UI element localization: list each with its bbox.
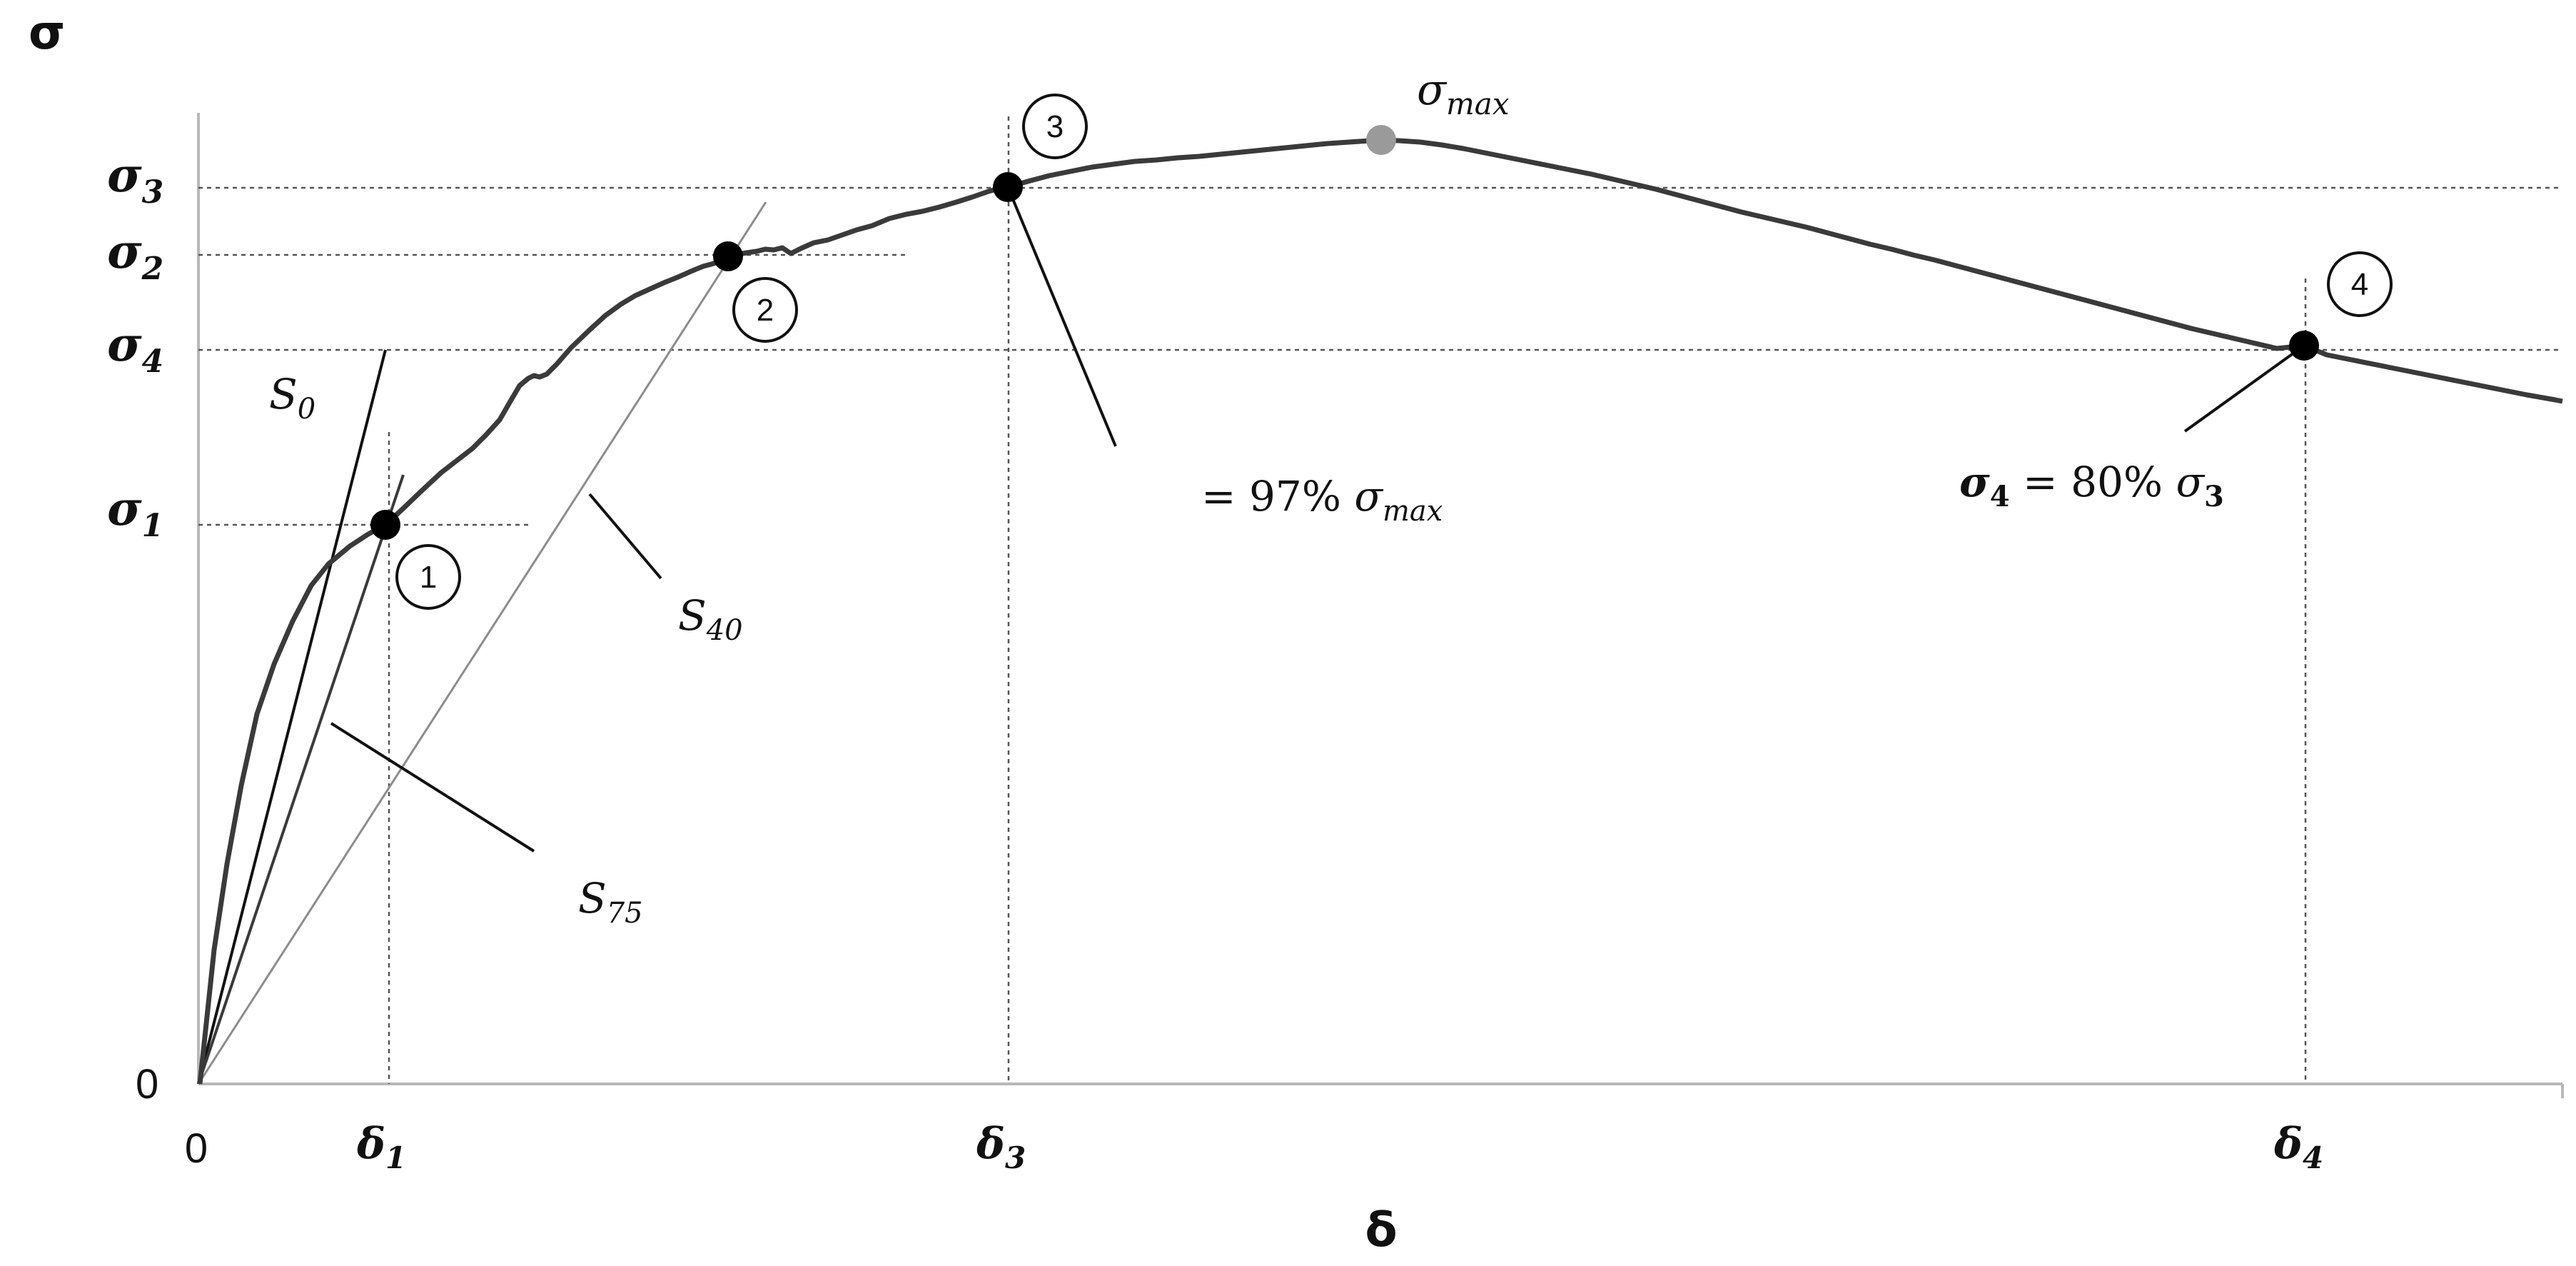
stress-deformation-curve (197, 137, 2563, 1085)
point-1-label: 1 (420, 560, 437, 595)
s75-leader (330, 722, 535, 853)
sigma4-label: σ4 (107, 316, 163, 380)
s0-label: S0 (269, 370, 315, 426)
origin-x-label: 0 (185, 1125, 208, 1172)
delta3-label: δ3 (976, 1119, 1026, 1175)
p3-leader (1006, 186, 1117, 447)
p4-leader (2183, 344, 2305, 433)
sigma3-label: σ3 (107, 147, 163, 211)
point-4-label: 4 (2351, 267, 2368, 302)
delta1-label: δ1 (356, 1119, 406, 1175)
point-2-marker (713, 241, 743, 271)
point-number-badges: 1 2 3 4 (395, 94, 2393, 610)
s40-label: S40 (678, 591, 743, 647)
point-3-badge: 3 (1022, 94, 1088, 159)
s75-secant-line (197, 474, 405, 1085)
s40-secant-line (197, 201, 767, 1085)
s40-leader (588, 493, 662, 580)
sigma1-label: σ1 (107, 481, 163, 544)
guide-lines (198, 116, 2562, 1084)
point-4-marker (2289, 331, 2319, 361)
x-axis-title: δ (1365, 1202, 1397, 1257)
s0-tangent-line (197, 349, 387, 1085)
delta4-label: δ4 (2273, 1119, 2323, 1175)
axes (197, 113, 2564, 1098)
s75-label: S75 (578, 874, 643, 930)
point-1-marker (370, 510, 400, 540)
point-3-annotation: = 97% σmax (1201, 472, 1443, 528)
point-1-badge: 1 (395, 544, 461, 610)
point-2-badge: 2 (732, 277, 798, 343)
point-4-annotation: σ4 = 80% σ3 (1959, 458, 2224, 513)
point-3-marker (993, 172, 1023, 202)
slope-lines (197, 201, 767, 1085)
point-4-badge: 4 (2327, 251, 2393, 317)
sigma-max-label: σmax (1417, 65, 1510, 121)
leader-lines (330, 186, 2305, 853)
point-2-label: 2 (757, 293, 774, 328)
point-3-label: 3 (1046, 109, 1064, 144)
origin-y-label: 0 (136, 1061, 158, 1107)
y-axis-title: σ (29, 5, 65, 60)
key-points (370, 125, 2319, 540)
sigma2-label: σ2 (107, 223, 163, 287)
point-max-marker (1366, 125, 1396, 155)
